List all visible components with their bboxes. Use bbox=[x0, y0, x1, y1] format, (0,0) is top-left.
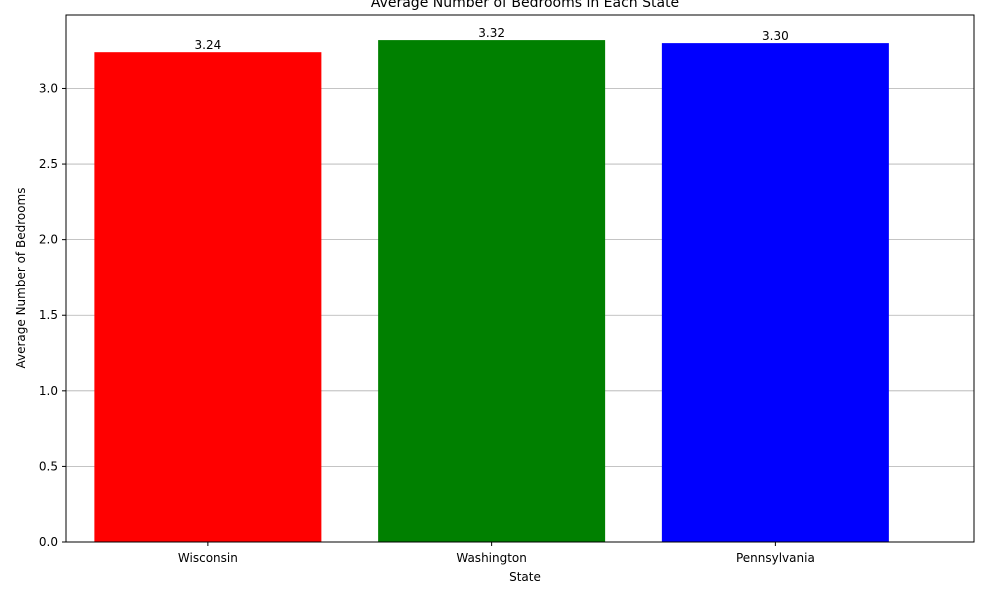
x-tick-label: Pennsylvania bbox=[736, 551, 815, 565]
y-tick-label: 1.5 bbox=[39, 308, 58, 322]
x-axis-ticks: Wisconsin Washington Pennsylvania bbox=[178, 542, 815, 565]
x-tick-label: Washington bbox=[456, 551, 527, 565]
bar-value-label: 3.30 bbox=[762, 29, 789, 43]
bar-value-labels: 3.24 3.32 3.30 bbox=[195, 26, 789, 52]
bar-wisconsin bbox=[94, 52, 322, 542]
bar-value-label: 3.24 bbox=[195, 38, 222, 52]
chart-title: Average Number of Bedrooms in Each State bbox=[371, 0, 679, 11]
y-tick-label: 3.0 bbox=[39, 81, 58, 95]
bars bbox=[94, 40, 889, 542]
y-tick-label: 0.0 bbox=[39, 535, 58, 549]
y-tick-label: 0.5 bbox=[39, 459, 58, 473]
plot-frame bbox=[65, 14, 975, 543]
y-tick-label: 2.5 bbox=[39, 157, 58, 171]
y-tick-label: 2.0 bbox=[39, 233, 58, 247]
x-tick-label: Wisconsin bbox=[178, 551, 238, 565]
y-axis-ticks: 0.0 0.5 1.0 1.5 2.0 2.5 3.0 bbox=[39, 81, 66, 549]
y-tick-label: 1.0 bbox=[39, 384, 58, 398]
y-axis-label: Average Number of Bedrooms bbox=[14, 187, 28, 368]
bar-washington bbox=[378, 40, 606, 542]
bar-pennsylvania bbox=[661, 43, 889, 542]
bar-value-label: 3.32 bbox=[478, 26, 505, 40]
x-axis-label: State bbox=[509, 570, 541, 584]
